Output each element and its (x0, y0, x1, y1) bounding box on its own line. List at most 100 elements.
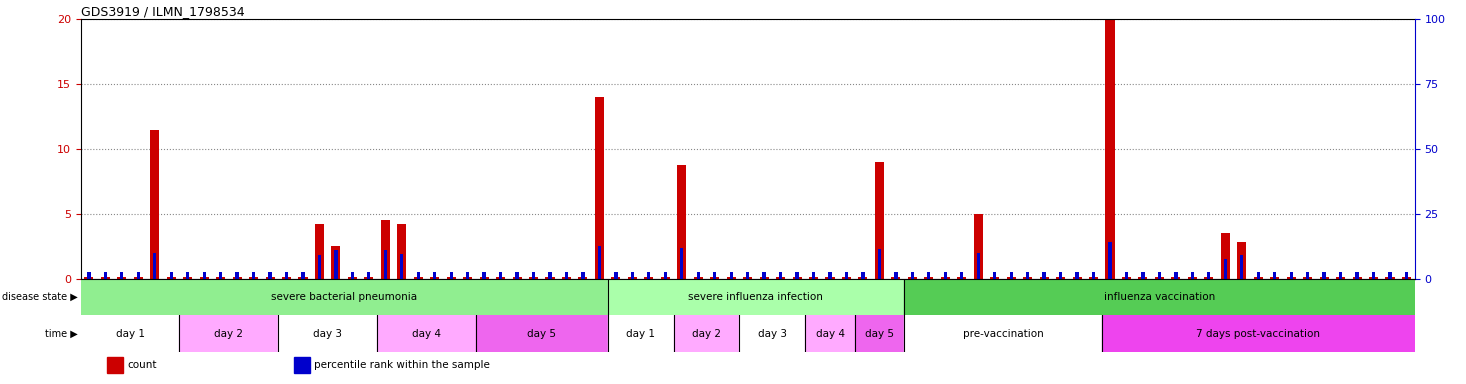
Bar (739, 315, 805, 352)
Bar (236, 272, 239, 279)
Bar (1256, 272, 1259, 279)
Bar (762, 272, 765, 279)
Text: day 2: day 2 (692, 329, 721, 339)
Bar (150, 129, 160, 279)
Bar (1237, 242, 1246, 279)
Bar (927, 272, 931, 279)
Bar (216, 278, 226, 279)
Bar (1224, 259, 1227, 279)
Bar (334, 250, 337, 279)
Bar (905, 279, 1415, 315)
Bar (331, 246, 340, 279)
Bar (730, 272, 733, 279)
Bar (1121, 278, 1130, 279)
Bar (608, 315, 673, 352)
Bar (1385, 278, 1394, 279)
Text: day 3: day 3 (314, 329, 342, 339)
Bar (924, 278, 934, 279)
Bar (315, 224, 324, 279)
Bar (1401, 278, 1410, 279)
Bar (81, 315, 179, 352)
Bar (104, 272, 107, 279)
Bar (693, 278, 702, 279)
Text: day 1: day 1 (626, 329, 655, 339)
Bar (479, 278, 488, 279)
Bar (710, 278, 720, 279)
Bar (680, 248, 683, 279)
Bar (1221, 233, 1230, 279)
Bar (397, 224, 406, 279)
Bar (664, 272, 667, 279)
Bar (350, 272, 353, 279)
Bar (645, 278, 654, 279)
Bar (1404, 272, 1409, 279)
Bar (1124, 272, 1129, 279)
Bar (1272, 272, 1277, 279)
Bar (696, 272, 699, 279)
Bar (796, 272, 799, 279)
Bar (1372, 272, 1375, 279)
Bar (548, 272, 551, 279)
Bar (875, 162, 884, 279)
Bar (878, 249, 881, 279)
Bar (957, 278, 966, 279)
Bar (430, 278, 440, 279)
Bar (476, 315, 608, 352)
Bar (377, 315, 476, 352)
Bar (973, 214, 982, 279)
Text: day 3: day 3 (758, 329, 787, 339)
Bar (167, 278, 176, 279)
Bar (496, 278, 506, 279)
Bar (855, 315, 905, 352)
Text: count: count (128, 359, 157, 369)
Bar (284, 272, 289, 279)
Bar (1092, 272, 1095, 279)
Bar (179, 315, 279, 352)
Bar (384, 250, 387, 279)
Bar (564, 272, 569, 279)
Bar (1388, 272, 1391, 279)
Bar (1369, 278, 1378, 279)
Text: time ▶: time ▶ (44, 329, 78, 339)
Bar (265, 278, 274, 279)
Bar (941, 278, 950, 279)
Bar (249, 278, 258, 279)
Text: day 5: day 5 (528, 329, 556, 339)
Text: day 5: day 5 (865, 329, 894, 339)
Bar (170, 272, 173, 279)
Bar (976, 253, 979, 279)
Bar (1139, 278, 1148, 279)
Text: pre-vaccination: pre-vaccination (963, 329, 1044, 339)
Bar (611, 278, 620, 279)
Bar (482, 272, 485, 279)
Bar (1171, 278, 1180, 279)
Bar (1287, 278, 1296, 279)
Text: 7 days post-vaccination: 7 days post-vaccination (1196, 329, 1321, 339)
Bar (1306, 272, 1309, 279)
Text: severe bacterial pneumonia: severe bacterial pneumonia (271, 292, 418, 302)
Bar (279, 315, 377, 352)
Bar (120, 272, 123, 279)
Bar (844, 272, 849, 279)
Bar (218, 272, 223, 279)
Bar (1338, 272, 1343, 279)
Bar (582, 272, 585, 279)
Bar (673, 315, 739, 352)
Bar (1319, 278, 1328, 279)
Bar (1102, 315, 1415, 352)
Bar (647, 272, 651, 279)
Bar (598, 246, 601, 279)
Bar (85, 278, 94, 279)
Bar (862, 272, 865, 279)
Text: day 4: day 4 (815, 329, 844, 339)
Bar (1240, 255, 1243, 279)
Bar (268, 272, 271, 279)
Bar (1058, 272, 1063, 279)
Bar (133, 278, 142, 279)
Bar (1023, 278, 1032, 279)
Bar (466, 272, 469, 279)
Text: day 1: day 1 (116, 329, 145, 339)
Bar (117, 278, 126, 279)
Bar (825, 278, 834, 279)
Bar (447, 278, 456, 279)
